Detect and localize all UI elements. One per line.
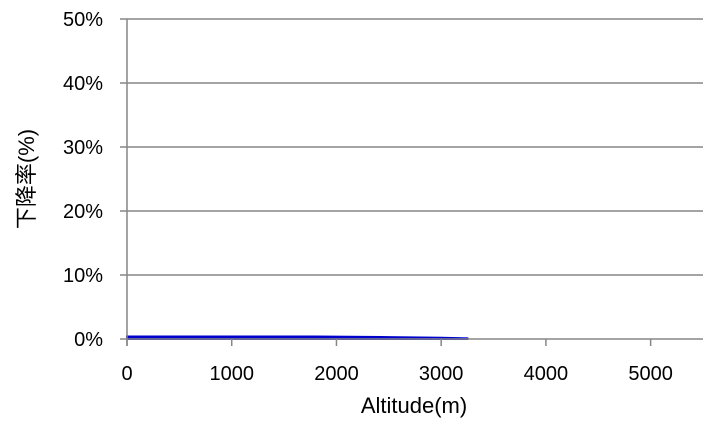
y-tick-label: 0% [74, 329, 103, 351]
grid-lines [127, 18, 703, 276]
y-tick-label: 10% [63, 265, 103, 287]
y-tick-label: 30% [63, 137, 103, 159]
y-tick-label: 40% [63, 73, 103, 95]
x-tick-label: 5000 [628, 363, 673, 385]
x-tick-label: 4000 [524, 363, 569, 385]
y-tick-label: 20% [63, 201, 103, 223]
y-axis-title: 下降率(%) [14, 129, 39, 229]
x-tick-label: 1000 [209, 363, 254, 385]
x-tick-label: 0 [121, 363, 132, 385]
x-tick-label: 2000 [314, 363, 359, 385]
x-axis-title: Altitude(m) [361, 393, 467, 418]
x-tick-label: 3000 [419, 363, 464, 385]
axes [120, 18, 703, 346]
y-tick-label: 50% [63, 9, 103, 31]
tick-labels: 0% 10% 20% 30% 40% 50% 0 1000 2000 3000 4000 5000 [63, 9, 673, 385]
